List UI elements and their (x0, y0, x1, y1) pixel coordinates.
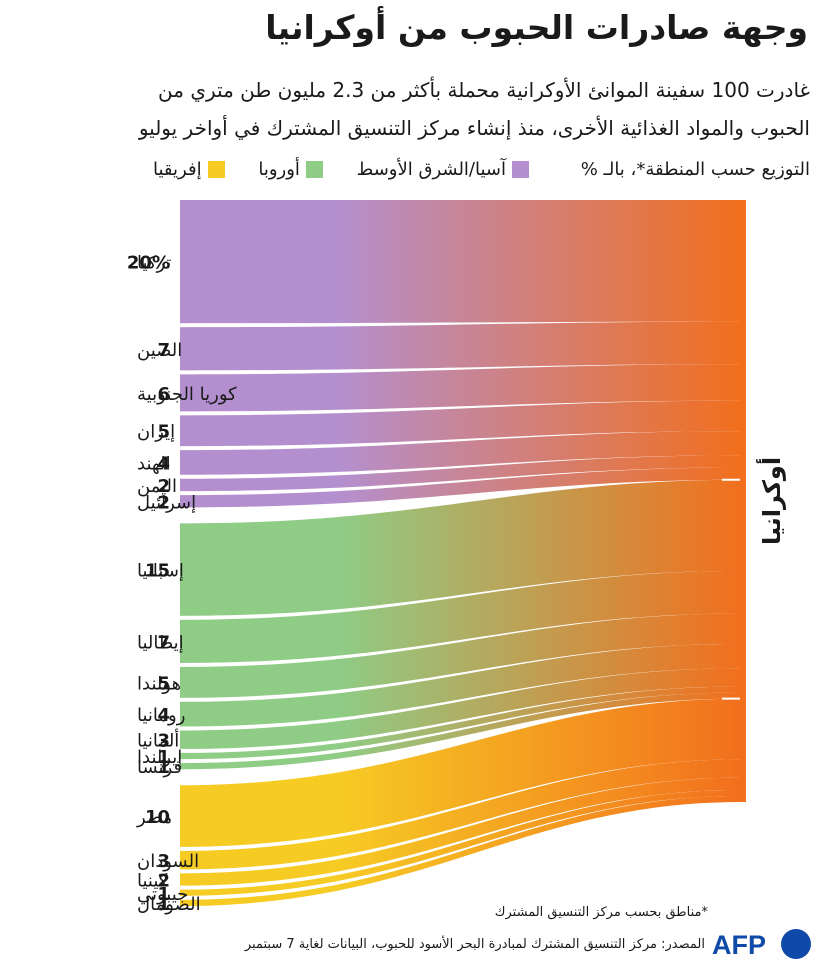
footnote: *مناطق بحسب مركز التنسيق المشترك (494, 905, 708, 920)
flow-هولندا (180, 613, 742, 698)
country-label: كينيا (137, 871, 168, 892)
value-label: 1 (157, 894, 170, 915)
country-label: السودان (137, 851, 199, 872)
flow-السودان (180, 759, 742, 870)
flow-تركيا (180, 200, 742, 324)
country-label: الهند (137, 453, 171, 474)
flow-رومانيا (180, 643, 742, 727)
legend-item-asia: آسيا/الشرق الأوسط (357, 159, 535, 180)
flow-إسبانيا (180, 479, 742, 616)
country-label: هولندا (137, 673, 181, 694)
flow-فرنسا (180, 692, 742, 770)
value-label: 15 (145, 561, 170, 582)
legend-swatch-europe (305, 161, 323, 178)
afp-logo-text: AFP (712, 930, 766, 960)
value-label: 20% (127, 253, 170, 274)
country-label: رومانيا (137, 705, 185, 726)
flow-مصر (180, 698, 742, 847)
flow-إيطاليا (180, 570, 742, 663)
legend-item-europe: أوروبا (258, 159, 329, 180)
value-label: 1 (157, 747, 170, 768)
value-label: 5 (157, 422, 170, 443)
value-label: 6 (157, 384, 170, 405)
country-label: إيطاليا (137, 632, 184, 653)
value-label: 4 (157, 705, 170, 726)
country-label: إسرائيل (137, 492, 196, 513)
flow-إيران (180, 400, 742, 447)
subtitle-line-1: غادرت 100 سفينة الموانئ الأوكرانية محملة… (158, 78, 810, 102)
flow-كوريا الجنوبية (180, 364, 742, 412)
legend-label-africa: إفريقيا (153, 158, 202, 180)
value-label: 7 (157, 632, 170, 653)
country-label: ألمانيا (137, 729, 179, 752)
country-label: إسبانيا (137, 561, 184, 582)
value-label: 1 (157, 757, 170, 778)
country-label: إيران (137, 422, 175, 443)
flow-إيرلندا (180, 686, 742, 760)
value-label: 10 (145, 807, 170, 828)
source-credit: المصدر: مركز التنسيق المشترك لمبادرة الب… (244, 937, 705, 952)
legend-item-africa: إفريقيا (153, 159, 231, 180)
value-label: 5 (157, 673, 170, 694)
value-label: 1 (157, 884, 170, 905)
flow-الصين (180, 321, 742, 371)
source-label: أوكرانيا (756, 457, 786, 545)
country-label: الصين (137, 340, 182, 361)
country-label: اليمن (137, 476, 177, 497)
country-label: الصومال (137, 894, 201, 915)
value-label: 4 (157, 453, 170, 474)
flow-إسرائيل (180, 467, 742, 508)
legend-swatch-asia (512, 161, 529, 178)
value-label: 7 (157, 340, 170, 361)
subtitle-line-2: الحبوب والمواد الغذائية الأخرى، منذ إنشا… (138, 116, 810, 140)
flow-كينيا (180, 777, 742, 886)
value-label: 2 (157, 476, 170, 497)
source-bar (740, 200, 746, 802)
legend-label-europe: أوروبا (258, 158, 300, 180)
flow-اليمن (180, 455, 742, 492)
country-label: تركيا (137, 253, 171, 274)
legend: التوزيع حسب المنطقة*، بالـ % آسيا/الشرق … (131, 158, 810, 180)
country-label: كوريا الجنوبية (137, 384, 237, 405)
country-label: فرنسا (137, 757, 182, 778)
flow-الهند (180, 431, 742, 475)
afp-logo-circle (781, 929, 811, 959)
afp-logo: AFP (712, 929, 811, 960)
legend-caption: التوزيع حسب المنطقة*، بالـ % (580, 158, 810, 180)
value-label: 3 (157, 851, 170, 872)
chart-title: وجهة صادرات الحبوب من أوكرانيا (265, 8, 808, 47)
country-label: إيرلندا (137, 747, 182, 768)
legend-label-asia: آسيا/الشرق الأوسط (356, 158, 506, 180)
legend-swatch-africa (207, 161, 225, 178)
country-label: مصر (136, 807, 172, 828)
value-label: 3 (157, 731, 170, 752)
value-label: 2 (157, 492, 170, 513)
country-label: جيبوتي (137, 884, 188, 905)
flow-ألمانيا (180, 668, 742, 749)
value-label: 2 (157, 871, 170, 892)
flows (180, 200, 742, 906)
